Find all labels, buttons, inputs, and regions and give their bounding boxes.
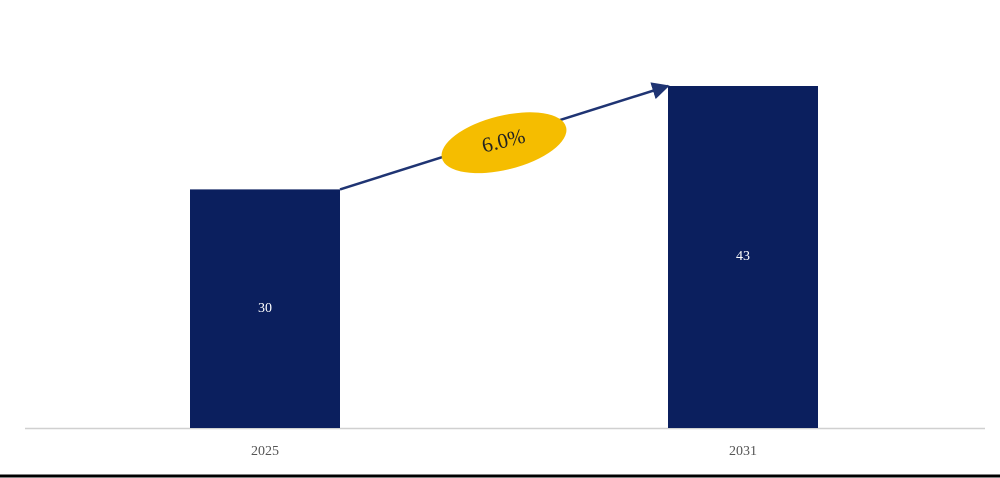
- x-tick-label: 2025: [251, 444, 279, 459]
- value-label: 30: [258, 301, 272, 316]
- value-label: 43: [736, 249, 750, 264]
- x-tick-label: 2031: [729, 444, 757, 459]
- annotation-bubble: [441, 112, 567, 174]
- bar: [190, 189, 340, 428]
- bar: [668, 86, 818, 428]
